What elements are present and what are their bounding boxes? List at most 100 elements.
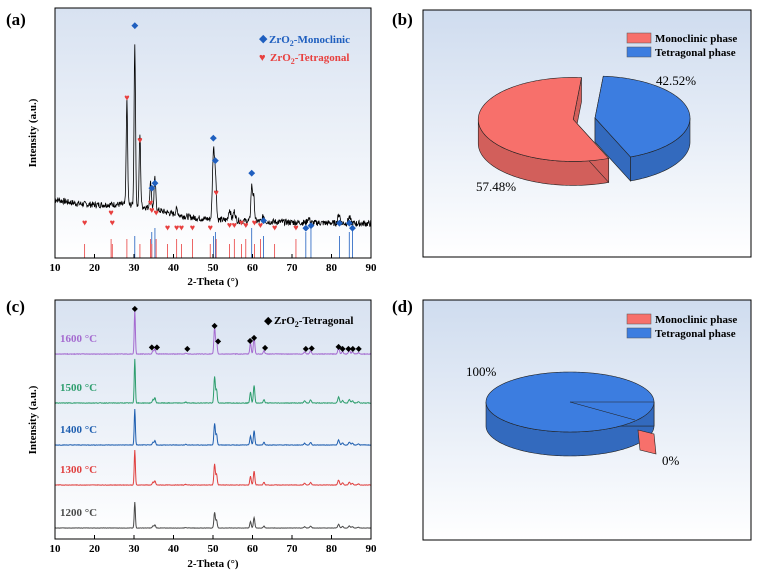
tetragonal-marker: ♥ — [179, 223, 184, 233]
tetragonal-marker: ◆ — [309, 344, 316, 353]
xrd-series-line — [54, 358, 372, 405]
x-tick-label: 60 — [247, 543, 259, 555]
tetragonal-marker: ♥ — [232, 220, 237, 230]
panel-label-b: (b) — [392, 10, 413, 29]
x-ticks-c: 10 20 30 40 50 60 70 80 90 — [50, 535, 378, 555]
series-label: 1500 °C — [60, 382, 97, 394]
tetragonal-marker: ♥ — [137, 135, 142, 145]
x-tick-label: 80 — [326, 262, 338, 274]
pie-slice-monoclinic-sliver — [637, 429, 657, 455]
x-tick-label: 10 — [50, 543, 62, 555]
tetragonal-marker: ♥ — [227, 220, 232, 230]
tetragonal-marker: ◆ — [356, 344, 363, 353]
xrd-series-line — [54, 408, 372, 446]
tetragonal-marker: ♥ — [149, 205, 154, 215]
x-tick-label: 70 — [287, 262, 299, 274]
monoclinic-marker: ◆ — [151, 178, 158, 188]
legend-swatch-tetragonal-b — [626, 46, 652, 58]
tetragonal-marker: ◆ — [303, 344, 310, 353]
tetragonal-marker: ♥ — [148, 198, 153, 208]
series-label: 1300 °C — [60, 464, 97, 476]
legend-label-tetragonal-c: ZrO2-Tetragonal — [274, 315, 353, 329]
legend-label-monoclinic-prefix: ZrO — [269, 34, 290, 46]
tetragonal-marker: ♥ — [239, 218, 244, 228]
x-tick-label: 20 — [89, 262, 101, 274]
plot-area-b — [422, 9, 752, 258]
xrd-series-line — [54, 449, 372, 486]
legend-marker-tetragonal-c: ◆ — [264, 315, 273, 327]
pie-slice-top — [594, 75, 691, 158]
pie-radius-line — [569, 401, 636, 421]
monoclinic-marker: ◆ — [349, 223, 356, 233]
tetragonal-marker: ◆ — [132, 304, 139, 313]
tetragonal-marker: ♥ — [208, 223, 213, 233]
reference-lines-a — [84, 228, 353, 258]
legend-label-tetragonal-suffix: -Tetragonal — [295, 52, 350, 64]
x-tick-label: 90 — [366, 262, 378, 274]
tetragonal-marker: ♥ — [124, 93, 129, 103]
x-tick-label: 60 — [247, 262, 259, 274]
legend-label-tetragonal-c-sub: 2 — [295, 320, 299, 329]
legend-label-monoclinic-d: Monoclinic phase — [655, 314, 737, 326]
tetragonal-marker: ◆ — [339, 344, 346, 353]
monoclinic-marker: ◆ — [148, 183, 155, 193]
tetragonal-marker: ♥ — [153, 208, 158, 218]
monoclinic-marker: ◆ — [336, 218, 343, 228]
pie-chart-b — [477, 75, 691, 186]
xrd-series-line — [54, 501, 371, 529]
tetragonal-marker: ◆ — [212, 321, 219, 330]
tetragonal-marker: ♥ — [272, 223, 277, 233]
x-tick-label: 70 — [287, 543, 299, 555]
pie-panel-b: Monoclinic phase Tetragonal phase 42.52%… — [422, 9, 752, 258]
panel-label-a: (a) — [6, 10, 26, 29]
legend-swatch-monoclinic-d — [626, 313, 652, 325]
x-tick-label: 30 — [129, 543, 141, 555]
x-tick-label: 10 — [50, 262, 62, 274]
tetragonal-marker: ♥ — [82, 218, 87, 228]
legend-label-tetragonal-b: Tetragonal phase — [655, 47, 736, 59]
legend-label-tetragonal-c-suffix: -Tetragonal — [299, 315, 354, 327]
legend-marker-monoclinic: ◆ — [259, 33, 268, 45]
xrd-pattern-line — [54, 44, 372, 228]
tetragonal-marker: ◆ — [262, 343, 269, 352]
x-tick-label: 50 — [208, 543, 220, 555]
x-tick-label: 40 — [168, 262, 180, 274]
legend-swatch-monoclinic-b — [626, 32, 652, 44]
legend-swatch-tetragonal-d — [626, 327, 652, 339]
tetragonal-marker: ◆ — [184, 344, 191, 353]
legend-label-monoclinic-suffix: -Monoclinic — [294, 34, 350, 46]
series-label: 1400 °C — [60, 424, 97, 436]
monoclinic-marker: ◆ — [210, 133, 217, 143]
legend-a: ◆ ZrO2-Monoclinic ♥ ZrO2-Tetragonal — [259, 33, 350, 66]
tetragonal-marker: ♥ — [252, 218, 257, 228]
tetragonal-marker: ◆ — [345, 344, 352, 353]
tetragonal-marker: ♥ — [108, 208, 113, 218]
monoclinic-marker: ◆ — [131, 20, 138, 30]
pie-chart-d — [485, 371, 657, 457]
tetragonal-marker: ♥ — [213, 188, 218, 198]
tetragonal-marker: ◆ — [336, 342, 343, 351]
y-axis-label-c: Intensity (a.u.) — [27, 385, 39, 454]
x-tick-label: 40 — [168, 543, 180, 555]
x-tick-label: 50 — [208, 262, 220, 274]
x-tick-label: 20 — [89, 543, 101, 555]
legend-label-monoclinic-b: Monoclinic phase — [655, 33, 737, 45]
legend-label-tetragonal-prefix: ZrO — [270, 52, 291, 64]
tetragonal-marker: ◆ — [247, 336, 254, 345]
tetragonal-marker: ◆ — [149, 343, 156, 352]
monoclinic-marker: ◆ — [248, 168, 255, 178]
monoclinic-marker: ◆ — [346, 218, 353, 228]
x-ticks-a: 10 20 30 40 50 60 70 80 90 — [50, 254, 378, 274]
tetragonal-marker: ◆ — [154, 343, 161, 352]
x-tick-label: 90 — [366, 543, 378, 555]
legend-label-tetragonal-d: Tetragonal phase — [655, 328, 736, 340]
legend-label-tetragonal-sub: 2 — [291, 57, 295, 66]
legend-b: Monoclinic phase Tetragonal phase — [626, 32, 737, 59]
legend-label-monoclinic: ZrO2-Monoclinic — [269, 34, 350, 48]
legend-c: ◆ ZrO2-Tetragonal — [264, 315, 353, 329]
series-label: 1200 °C — [60, 507, 97, 519]
monoclinic-marker: ◆ — [302, 223, 309, 233]
pie-slice-top — [477, 77, 610, 162]
